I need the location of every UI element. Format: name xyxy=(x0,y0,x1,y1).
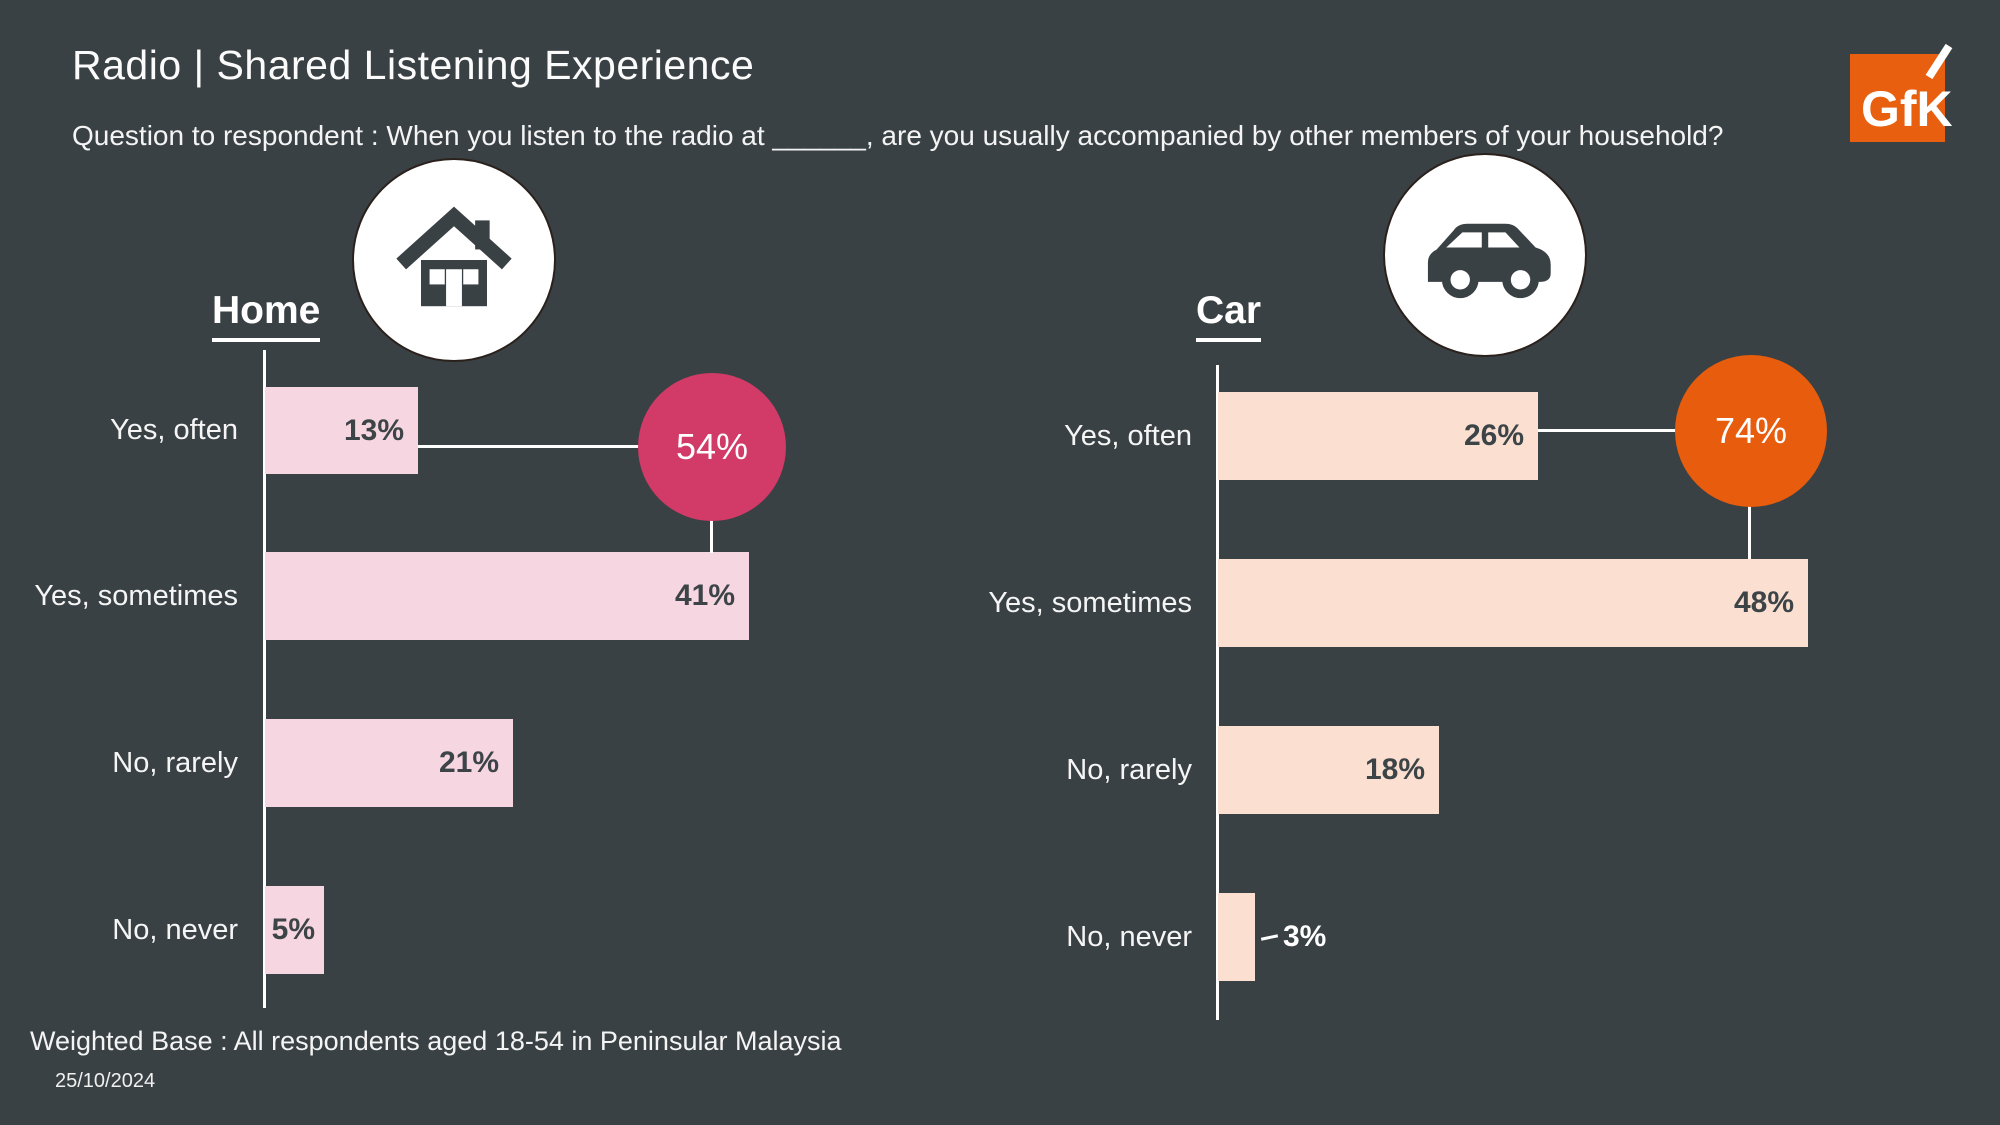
weighted-base-note: Weighted Base : All respondents aged 18-… xyxy=(30,1026,842,1056)
question-text: Question to respondent : When you listen… xyxy=(72,120,1724,151)
car-connector-vertical xyxy=(1748,505,1751,559)
home-value-label: 5% xyxy=(271,913,315,946)
home-bar-yes-often: 13% xyxy=(265,387,418,474)
car-value-label: 48% xyxy=(1733,586,1794,619)
home-value-label: 13% xyxy=(343,413,404,447)
home-cat-label: No, rarely xyxy=(112,746,238,779)
car-bar-no-never: 3% xyxy=(1218,893,1326,981)
home-bar-no-never: 5% xyxy=(265,886,324,974)
car-icon xyxy=(1427,223,1551,299)
home-connector-vertical xyxy=(710,519,713,553)
home-total-circle: 54% xyxy=(638,373,786,521)
home-bar-no-rarely: 21% xyxy=(265,719,513,807)
house-icon xyxy=(396,206,512,307)
home-cat-label: Yes, sometimes xyxy=(34,579,238,612)
home-cat-label: No, never xyxy=(112,913,238,946)
car-value-label: 18% xyxy=(1364,753,1425,786)
gfk-logo-icon: GfK xyxy=(1850,43,1953,142)
car-cat-label: Yes, often xyxy=(1064,419,1192,452)
car-value-label: 3% xyxy=(1283,920,1327,953)
page-title: Radio | Shared Listening Experience xyxy=(72,42,755,88)
car-bar-yes-sometimes: 48% xyxy=(1218,559,1808,647)
car-icon-circle xyxy=(1383,153,1587,357)
home-bar-yes-sometimes: 41% xyxy=(265,552,749,640)
car-connector-horizontal xyxy=(1538,429,1677,432)
home-value-label: 21% xyxy=(438,746,499,779)
car-chart-title: Car xyxy=(1196,289,1262,342)
home-axis-line xyxy=(263,350,266,1008)
home-chart-title: Home xyxy=(212,289,321,342)
car-cat-label: No, rarely xyxy=(1066,753,1192,786)
home-cat-label: Yes, often xyxy=(110,414,238,446)
car-value-label: 26% xyxy=(1463,419,1524,452)
date-label: 25/10/2024 xyxy=(55,1070,156,1092)
car-cat-label: Yes, sometimes xyxy=(988,586,1192,619)
home-value-label: 41% xyxy=(674,579,735,612)
gfk-logo: GfK xyxy=(1846,40,1958,152)
svg-text:GfK: GfK xyxy=(1861,81,1953,137)
car-cat-label: No, never xyxy=(1066,920,1192,953)
car-axis-line xyxy=(1216,365,1219,1020)
home-connector-horizontal xyxy=(418,445,639,448)
car-bar-yes-often: 26% xyxy=(1218,392,1538,480)
car-bar-no-rarely: 18% xyxy=(1218,726,1439,814)
car-total-circle: 74% xyxy=(1675,355,1827,507)
home-icon-circle xyxy=(352,158,556,362)
